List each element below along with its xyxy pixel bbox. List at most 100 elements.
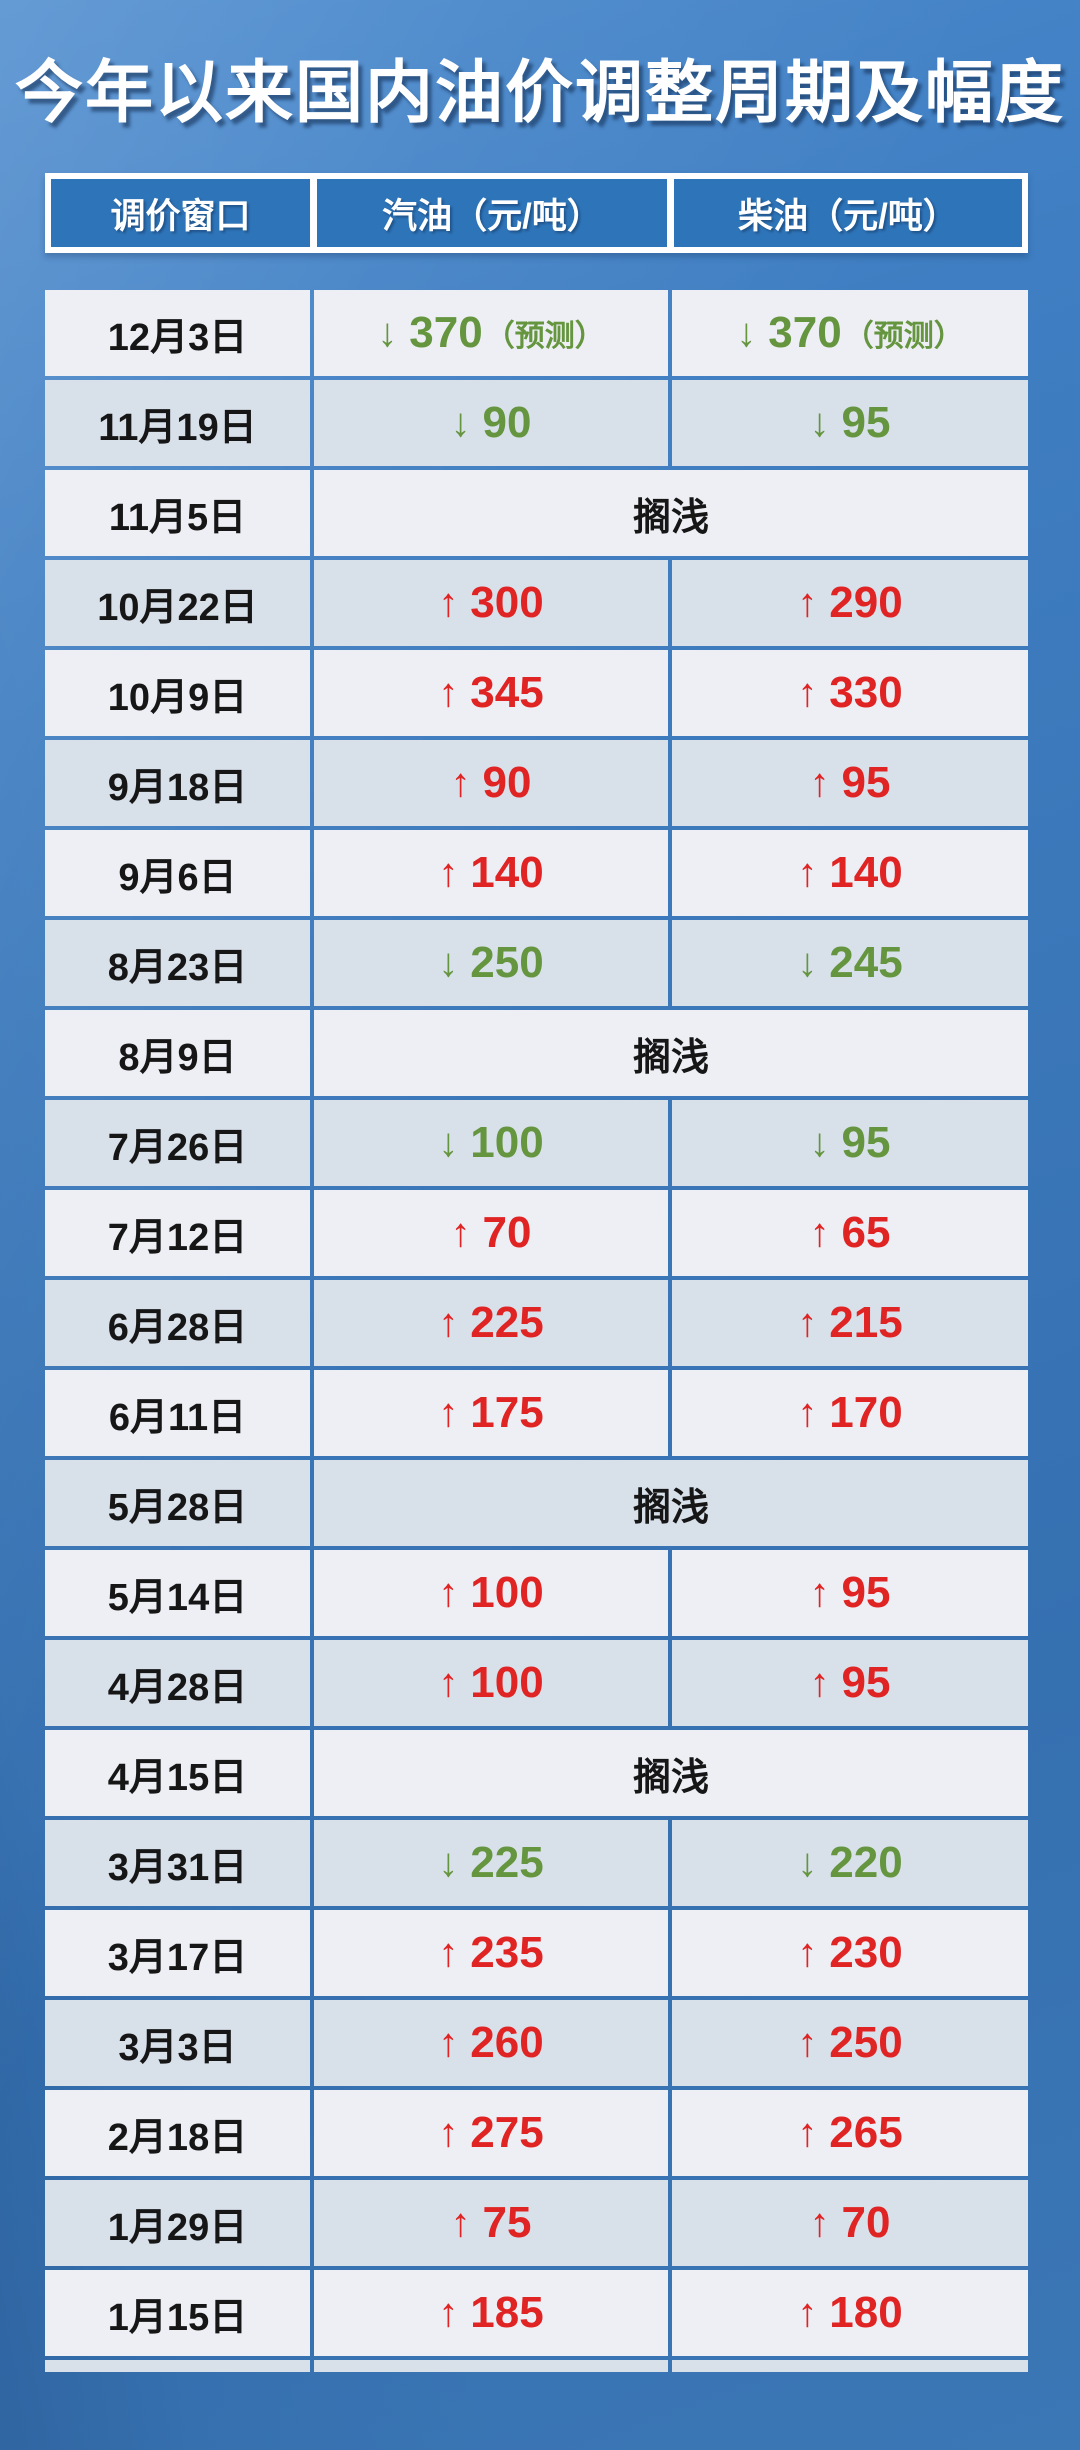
gas-value: 260 [470, 2018, 544, 2067]
up-arrow-icon: ↑ [809, 1570, 830, 1615]
gas-value: 100 [470, 1658, 544, 1707]
gas-value-cell: ↑ 75 [314, 2180, 668, 2266]
diesel-value: 95 [841, 1568, 891, 1617]
gas-value-cell: ↓ 370 （预测） [314, 290, 668, 376]
table-row: 1月29日 ↑ 75 ↑ 70 [45, 2180, 1028, 2266]
header-cell-adjustment-window: 调价窗口 [51, 179, 310, 247]
gas-value-cell: ↑ 70 [314, 1190, 668, 1276]
gas-value: 225 [470, 1298, 544, 1347]
up-arrow-icon: ↑ [438, 1570, 459, 1615]
diesel-value: 230 [829, 1928, 903, 1977]
forecast-label: （预测） [484, 320, 605, 353]
up-arrow-icon: ↑ [450, 1210, 471, 1255]
date-cell: 1月29日 [45, 2180, 310, 2266]
gas-value-cell: ↓ 250 [314, 920, 668, 1006]
stranded-cell: 搁浅 [314, 1010, 1028, 1096]
down-arrow-icon: ↓ [438, 1840, 459, 1885]
table-row: 2月18日 ↑ 275 ↑ 265 [45, 2090, 1028, 2176]
date-cell: 8月23日 [45, 920, 310, 1006]
table-row: 4月15日 搁浅 [45, 1730, 1028, 1816]
diesel-value-cell: ↓ 95 [672, 380, 1028, 466]
diesel-value-cell: ↓ 245 [672, 920, 1028, 1006]
diesel-value: 265 [829, 2108, 903, 2157]
table-row: 1月15日 ↑ 185 ↑ 180 [45, 2270, 1028, 2356]
up-arrow-icon: ↑ [809, 1660, 830, 1705]
date-cell: 2月18日 [45, 2090, 310, 2176]
date-cell: 3月3日 [45, 2000, 310, 2086]
gas-value: 300 [470, 578, 544, 627]
up-arrow-icon: ↑ [797, 670, 818, 715]
up-arrow-icon: ↑ [797, 2020, 818, 2065]
gas-value-cell: ↑ 140 [314, 830, 668, 916]
gas-value: 370 [409, 308, 483, 357]
date-cell: 9月6日 [45, 830, 310, 916]
table-row: 7月26日 ↓ 100 ↓ 95 [45, 1100, 1028, 1186]
up-arrow-icon: ↑ [450, 2200, 471, 2245]
table-row: 7月12日 ↑ 70 ↑ 65 [45, 1190, 1028, 1276]
up-arrow-icon: ↑ [450, 760, 471, 805]
diesel-value-cell: ↑ 290 [672, 560, 1028, 646]
diesel-value: 215 [829, 1298, 903, 1347]
clipped-cell [314, 2360, 668, 2372]
up-arrow-icon: ↑ [797, 580, 818, 625]
table-row: 10月22日 ↑ 300 ↑ 290 [45, 560, 1028, 646]
diesel-value-cell: ↓ 220 [672, 1820, 1028, 1906]
diesel-value: 70 [841, 2198, 891, 2247]
date-cell: 5月14日 [45, 1550, 310, 1636]
diesel-value: 250 [829, 2018, 903, 2067]
gas-value-cell: ↑ 185 [314, 2270, 668, 2356]
up-arrow-icon: ↑ [438, 670, 459, 715]
down-arrow-icon: ↓ [377, 310, 398, 355]
forecast-label: （预测） [843, 320, 964, 353]
diesel-value: 290 [829, 578, 903, 627]
down-arrow-icon: ↓ [450, 400, 471, 445]
gas-value: 345 [470, 668, 544, 717]
diesel-value: 140 [829, 848, 903, 897]
table-row: 11月5日 搁浅 [45, 470, 1028, 556]
date-cell: 9月18日 [45, 740, 310, 826]
table-row: 6月11日 ↑ 175 ↑ 170 [45, 1370, 1028, 1456]
date-cell: 5月28日 [45, 1460, 310, 1546]
date-cell: 6月28日 [45, 1280, 310, 1366]
up-arrow-icon: ↑ [438, 1390, 459, 1435]
table-row: 9月18日 ↑ 90 ↑ 95 [45, 740, 1028, 826]
up-arrow-icon: ↑ [809, 2200, 830, 2245]
up-arrow-icon: ↑ [809, 760, 830, 805]
gas-value: 235 [470, 1928, 544, 1977]
diesel-value: 370 [768, 308, 842, 357]
gas-value: 90 [482, 398, 532, 447]
header-cell-diesel: 柴油（元/吨） [674, 179, 1022, 247]
table-row: 3月31日 ↓ 225 ↓ 220 [45, 1820, 1028, 1906]
gas-value: 250 [470, 938, 544, 987]
date-cell: 1月15日 [45, 2270, 310, 2356]
gas-value-cell: ↓ 90 [314, 380, 668, 466]
down-arrow-icon: ↓ [736, 310, 757, 355]
clipped-cell [672, 2360, 1028, 2372]
gas-value: 185 [470, 2288, 544, 2337]
diesel-value: 245 [829, 938, 903, 987]
date-cell: 10月9日 [45, 650, 310, 736]
down-arrow-icon: ↓ [438, 940, 459, 985]
date-cell: 11月19日 [45, 380, 310, 466]
down-arrow-icon: ↓ [809, 1120, 830, 1165]
table-row: 8月23日 ↓ 250 ↓ 245 [45, 920, 1028, 1006]
table-row: 8月9日 搁浅 [45, 1010, 1028, 1096]
table-row: 5月28日 搁浅 [45, 1460, 1028, 1546]
stranded-cell: 搁浅 [314, 1730, 1028, 1816]
gas-value-cell: ↓ 100 [314, 1100, 668, 1186]
page-title: 今年以来国内油价调整周期及幅度 [14, 55, 1065, 131]
diesel-value-cell: ↑ 230 [672, 1910, 1028, 1996]
date-cell: 10月22日 [45, 560, 310, 646]
gas-value-cell: ↑ 100 [314, 1640, 668, 1726]
gas-value: 90 [482, 758, 532, 807]
table-row: 3月3日 ↑ 260 ↑ 250 [45, 2000, 1028, 2086]
diesel-value-cell: ↑ 180 [672, 2270, 1028, 2356]
table-row: 11月19日 ↓ 90 ↓ 95 [45, 380, 1028, 466]
stranded-cell: 搁浅 [314, 470, 1028, 556]
clipped-partial-row [45, 2360, 1028, 2372]
up-arrow-icon: ↑ [797, 1390, 818, 1435]
table-row: 9月6日 ↑ 140 ↑ 140 [45, 830, 1028, 916]
up-arrow-icon: ↑ [438, 580, 459, 625]
gas-value-cell: ↑ 90 [314, 740, 668, 826]
